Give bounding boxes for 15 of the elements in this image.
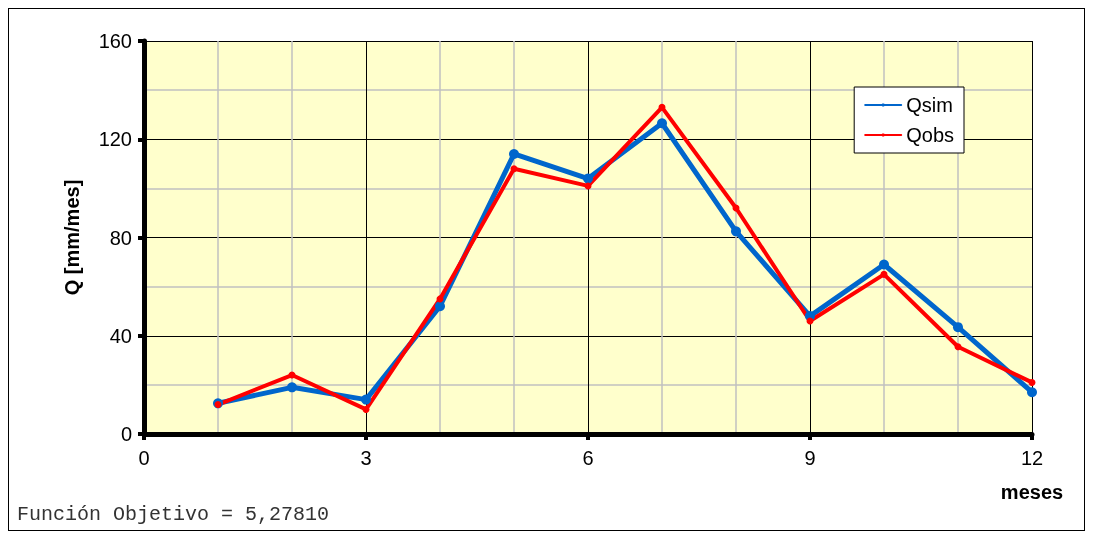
- x-tick-label: 0: [138, 447, 150, 469]
- legend-label: Qobs: [906, 124, 955, 146]
- y-tick-label: 160: [98, 30, 132, 52]
- y-tick-label: 80: [109, 226, 132, 249]
- x-tick-label: 6: [582, 447, 594, 469]
- x-tick-label: 9: [804, 447, 816, 469]
- y-axis-title: Q [mm/mes]: [61, 179, 83, 296]
- x-tick-label: 3: [360, 447, 372, 469]
- y-tick-label: 120: [98, 128, 132, 151]
- y-tick-label: 40: [109, 324, 132, 347]
- y-tick-label: 0: [120, 423, 132, 445]
- x-axis-title: meses: [1000, 481, 1064, 503]
- x-tick-label: 12: [1020, 447, 1044, 469]
- text: Función Objetivo = 5,27810: [17, 502, 330, 526]
- legend-label: Qsim: [906, 94, 953, 116]
